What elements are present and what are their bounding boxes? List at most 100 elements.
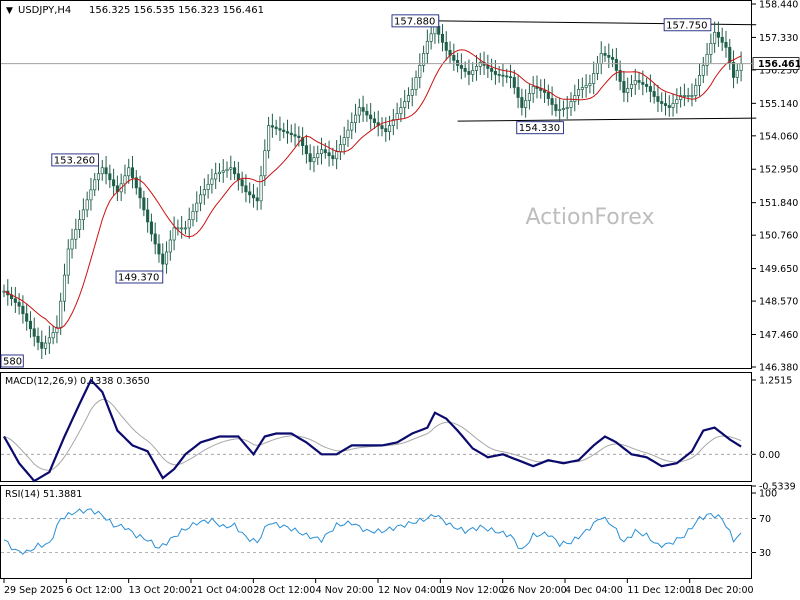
time-tick-label: 26 Nov 20:00 <box>503 585 567 596</box>
candle-body <box>490 68 494 72</box>
ohlc-header: 156.325 156.535 156.323 156.461 <box>89 5 264 16</box>
candle-body <box>142 197 146 211</box>
candle-body <box>316 153 320 159</box>
candle-body <box>81 209 85 221</box>
symbol-header: USDJPY,H4 <box>18 5 71 16</box>
candle-body <box>577 89 581 96</box>
candle-body <box>561 108 565 110</box>
candle-body <box>191 211 195 221</box>
candle-body <box>308 153 312 163</box>
candle-body <box>40 341 44 349</box>
candle-body <box>558 109 562 111</box>
candle-body <box>459 65 463 69</box>
candle-body <box>550 98 554 105</box>
time-tick-label: 12 Nov 04:00 <box>378 585 442 596</box>
price-tick-label: 148.570 <box>759 297 798 308</box>
price-tick-label: 158.440 <box>759 0 798 11</box>
candle-body <box>214 173 218 180</box>
candle-body <box>93 179 97 191</box>
candle-body <box>588 83 592 86</box>
candle-body <box>478 62 482 67</box>
price-tick-label: 146.380 <box>759 363 798 374</box>
candle-body <box>542 90 547 93</box>
price-tick-label: 152.950 <box>759 165 798 176</box>
candle-body <box>716 31 720 38</box>
candle-body <box>112 179 116 187</box>
rsi-level-lines <box>1 518 752 553</box>
candle-body <box>282 129 286 132</box>
candle-body <box>335 151 339 160</box>
candle-body <box>675 99 679 104</box>
candle-body <box>682 95 686 97</box>
candle-body <box>123 175 127 185</box>
candle-body <box>130 167 135 179</box>
candle-body <box>21 305 25 315</box>
candle-body <box>611 57 615 60</box>
candle-body <box>236 173 240 181</box>
price-annotation-box <box>663 18 712 32</box>
time-axis: 29 Sep 2025 6 Oct 12:00 13 Oct 20:00 21 Oct… <box>3 579 754 596</box>
rsi-line <box>3 508 742 555</box>
price-annotation-box <box>115 270 164 284</box>
candle-body <box>626 88 630 93</box>
candle-body <box>327 152 331 157</box>
price-tick-label: 149.650 <box>759 264 798 275</box>
candle-body <box>78 219 82 230</box>
candle-body <box>251 194 256 199</box>
candle-body <box>357 107 361 116</box>
candle-body <box>289 132 293 135</box>
macd-panel-frame <box>0 372 752 482</box>
price-axis: 158.440 157.330 156.250 155.140 154.060 152.9… <box>752 0 798 374</box>
moving-average-line <box>3 49 742 329</box>
candle-body <box>694 85 698 96</box>
candle-body <box>629 84 634 89</box>
rsi-title: RSI(14) 51.3881 <box>5 489 82 500</box>
candle-body <box>645 84 649 87</box>
candle-body <box>259 175 263 202</box>
price-tick-label: 151.840 <box>759 198 798 209</box>
time-tick-label: 21 Oct 04:00 <box>191 585 253 596</box>
candle-body <box>440 33 445 43</box>
price-annotation-label: 157.750 <box>666 20 707 31</box>
price-annotation-label: 157.880 <box>394 16 435 27</box>
candle-body <box>365 110 369 116</box>
candle-body <box>607 55 611 58</box>
candle-body <box>51 332 55 339</box>
price-annotations: 157.880 157.750 153.260 149.370 154.330 580 <box>0 14 712 367</box>
candle-body <box>157 243 161 255</box>
candle-body <box>512 77 516 88</box>
macd-signal-line <box>3 398 742 471</box>
candle-body <box>433 25 437 35</box>
candle-body <box>546 92 550 99</box>
candle-body <box>164 251 169 265</box>
macd-main-line <box>3 378 742 483</box>
price-annotation-label: 580 <box>3 356 22 367</box>
candle-body <box>28 320 33 330</box>
candle-body <box>331 155 335 160</box>
rsi-tick-label: 100 <box>759 489 777 500</box>
price-annotation-label: 153.260 <box>54 155 95 166</box>
candle-body <box>527 93 531 101</box>
candle-body <box>304 145 308 155</box>
candle-body <box>17 302 21 307</box>
price-annotation-box <box>51 153 99 167</box>
price-panel-frame <box>0 0 752 369</box>
candle-body <box>108 173 112 181</box>
price-annotation-label: 154.330 <box>519 123 560 134</box>
candle-body <box>660 101 664 104</box>
candle-body <box>248 191 252 196</box>
candle-body <box>656 96 660 102</box>
price-tick-label: 157.330 <box>759 33 798 44</box>
candle-body <box>312 157 316 163</box>
candle-body <box>467 71 471 75</box>
candle-body <box>369 114 373 120</box>
candle-body <box>134 177 138 189</box>
candle-body <box>285 131 290 134</box>
candle-body <box>444 41 448 51</box>
candle-body <box>221 170 225 173</box>
current-price-box <box>752 57 800 70</box>
candle-body <box>380 125 384 129</box>
candle-body <box>384 128 388 132</box>
candle-body <box>346 129 350 138</box>
price-tick-label: 156.250 <box>759 65 798 76</box>
